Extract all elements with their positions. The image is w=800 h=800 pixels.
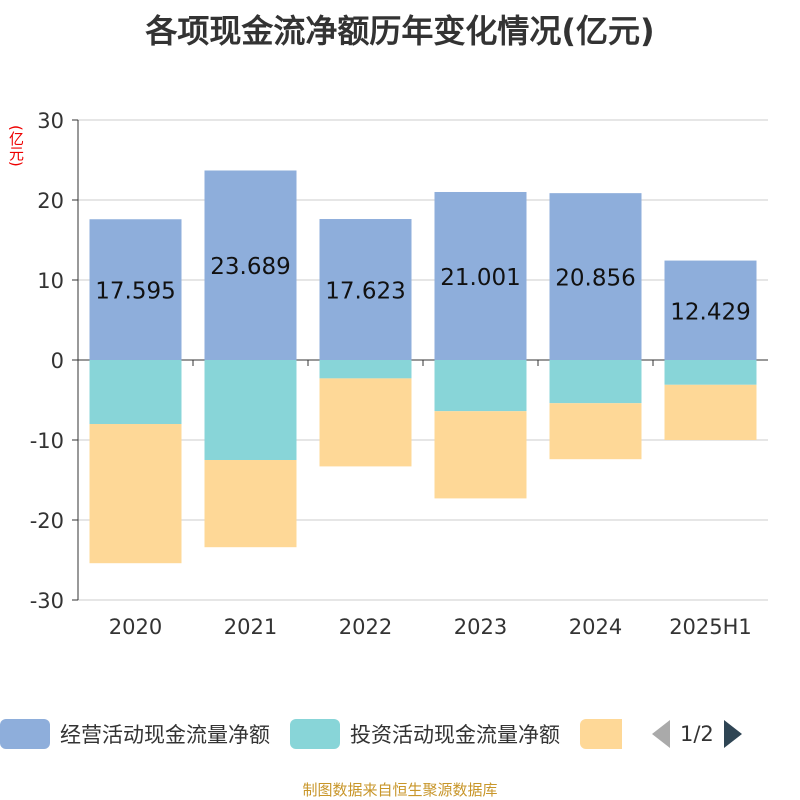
data-label: 17.595 [95,279,175,305]
legend-prev-icon[interactable] [652,720,670,748]
bar-series0 [549,193,642,360]
y-tick-label: -20 [30,509,64,533]
legend: 经营活动现金流量净额 投资活动现金流量净额 1/2 [0,718,742,750]
bar-series1 [549,360,642,404]
bar-series0 [89,219,182,360]
bar-series0 [319,219,412,360]
bar-series1 [664,360,757,385]
legend-page: 1/2 [680,722,714,746]
data-source: 制图数据来自恒生聚源数据库 [302,781,498,799]
bar-series0 [204,170,297,360]
x-tick-label: 2025H1 [669,615,752,639]
x-tick-label: 2024 [569,615,622,639]
bar-series2 [89,424,182,564]
bar-series2 [664,384,757,440]
legend-swatch-financing[interactable] [580,719,622,749]
bar-series0 [664,260,757,360]
x-tick-label: 2023 [454,615,507,639]
y-tick-label: 0 [51,349,64,373]
data-label: 23.689 [210,254,290,280]
bar-series1 [204,360,297,460]
y-tick-label: 20 [37,189,64,213]
bar-series1 [319,360,412,379]
chart-title: 各项现金流净额历年变化情况(亿元) [145,12,655,50]
bar-series1 [89,360,182,424]
bar-series2 [204,460,297,548]
bar-series2 [434,411,527,499]
data-label: 12.429 [670,299,750,325]
bar-series2 [319,378,412,467]
y-axis-unit: (亿元) [7,125,25,167]
y-tick-label: 10 [37,269,64,293]
y-tick-label: 30 [37,109,64,133]
data-label: 17.623 [325,279,405,305]
legend-label-operating[interactable]: 经营活动现金流量净额 [60,723,270,747]
legend-label-investing[interactable]: 投资活动现金流量净额 [350,723,560,747]
data-label: 20.856 [555,266,635,292]
bar-series1 [434,360,527,412]
x-tick-label: 2020 [109,615,162,639]
y-tick-label: -30 [30,589,64,613]
chart-plot: 30 20 10 0 -10 -20 -30 2020 17.595 2021 23.689 2022… [30,109,768,639]
x-tick-label: 2021 [224,615,277,639]
bar-series0 [434,191,527,360]
bar-series2 [549,403,642,460]
legend-swatch-investing[interactable] [290,719,340,749]
data-label: 21.001 [440,265,520,291]
legend-swatch-operating[interactable] [0,719,50,749]
legend-next-icon[interactable] [723,720,742,748]
x-tick-label: 2022 [339,615,392,639]
y-tick-label: -10 [30,429,64,453]
